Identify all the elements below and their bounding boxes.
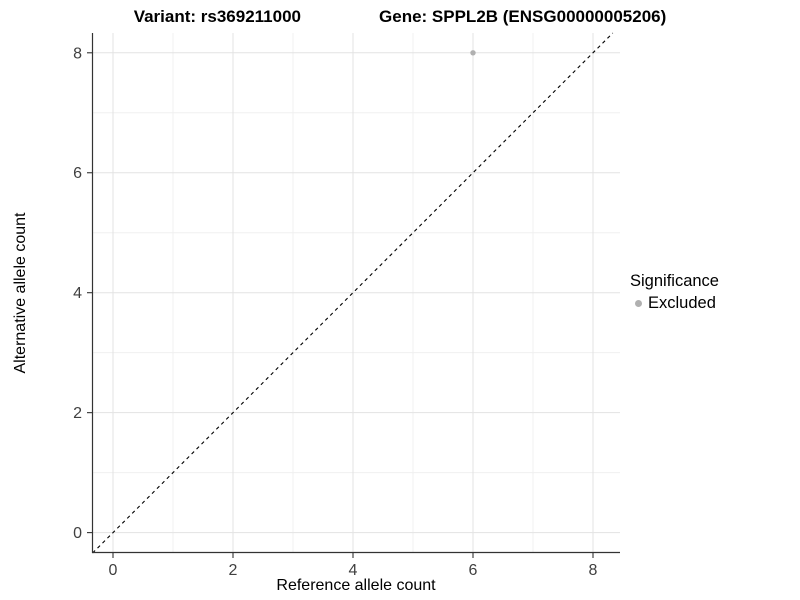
legend-title: Significance xyxy=(630,272,719,290)
legend-item-label: Excluded xyxy=(648,294,716,312)
x-axis-title: Reference allele count xyxy=(276,577,436,594)
data-point xyxy=(470,50,476,56)
legend-item-excluded: Excluded xyxy=(630,294,719,313)
x-tick-label: 8 xyxy=(589,562,598,579)
y-tick-label: 4 xyxy=(73,285,82,302)
y-tick-label: 2 xyxy=(73,405,82,422)
y-tick-label: 0 xyxy=(73,525,82,542)
gene-title: Gene: SPPL2B (ENSG00000005206) xyxy=(379,7,667,26)
legend-key-dot-icon xyxy=(635,300,642,307)
y-axis-title: Alternative allele count xyxy=(12,212,29,374)
legend: Significance Excluded xyxy=(630,272,719,313)
plot-title-row: Variant: rs369211000 Gene: SPPL2B (ENSG0… xyxy=(0,7,800,27)
x-tick-label: 2 xyxy=(229,562,238,579)
x-tick-label: 6 xyxy=(469,562,478,579)
x-tick-label: 4 xyxy=(349,562,358,579)
x-tick-label: 0 xyxy=(109,562,118,579)
plot-panel: 0 2 4 6 8 0 2 4 6 8 xyxy=(73,32,620,579)
y-tick-label: 6 xyxy=(73,165,82,182)
variant-title: Variant: rs369211000 xyxy=(133,7,302,26)
y-tick-label: 8 xyxy=(73,45,82,62)
